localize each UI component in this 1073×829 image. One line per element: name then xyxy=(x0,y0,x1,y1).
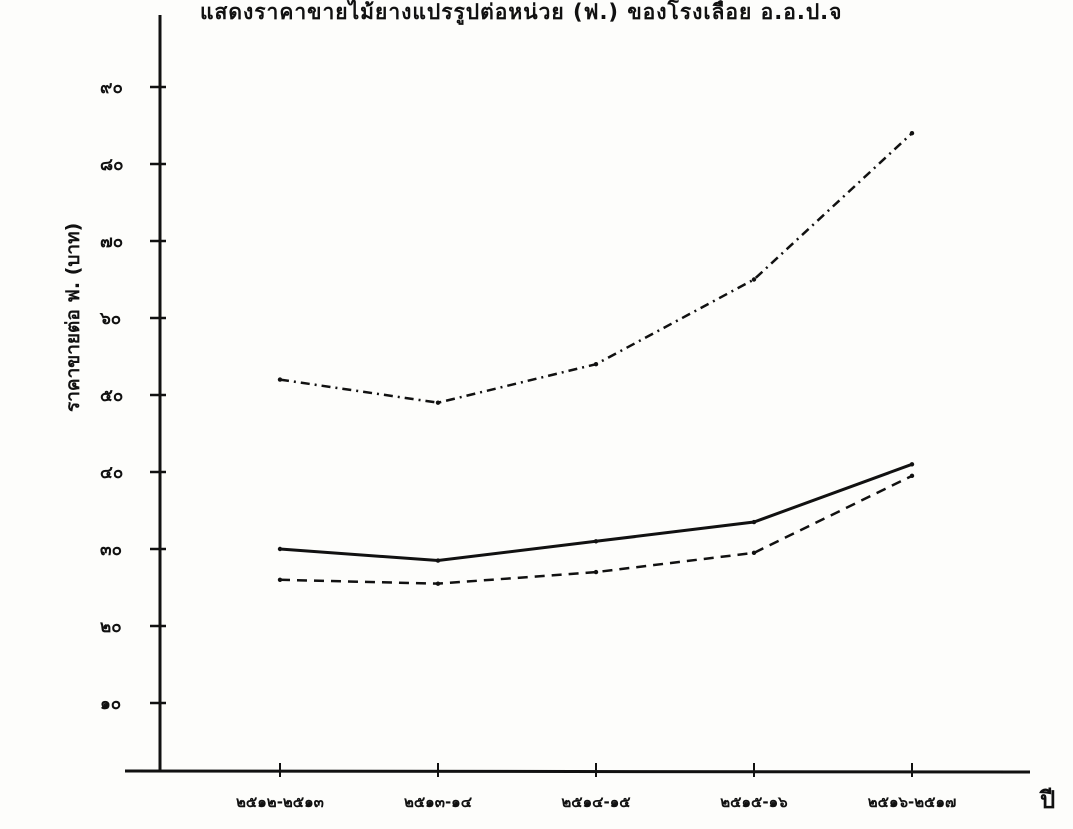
series-line-solid xyxy=(279,462,913,563)
data-point xyxy=(909,131,915,136)
data-point xyxy=(909,462,915,467)
series-layer xyxy=(277,131,915,586)
y-tick-label: ๔๐ xyxy=(100,463,123,483)
x-tick-label: ๒๕๑๕-๑๖ xyxy=(720,793,788,811)
x-tick-label: ๒๕๑๓-๑๔ xyxy=(404,793,473,811)
data-point xyxy=(751,277,757,282)
data-point xyxy=(593,539,599,544)
y-tick-label: ๑๐ xyxy=(100,694,121,714)
data-point xyxy=(909,473,915,479)
y-tick-label: ๖๐ xyxy=(99,309,121,329)
y-tick-label: ๘๐ xyxy=(100,155,124,175)
x-axis-label: ปี xyxy=(1040,786,1056,814)
data-point xyxy=(435,400,441,405)
y-tick-label: ๙๐ xyxy=(100,78,123,98)
x-ticks: ๒๕๑๒-๒๕๑๓ ๒๕๑๓-๑๔ ๒๕๑๔-๑๕ ๒๕๑๕-๑๖ ๒๕๑๖-๒๕๑๗ xyxy=(236,763,956,811)
data-point xyxy=(593,362,599,367)
data-point xyxy=(277,546,283,552)
data-point xyxy=(593,569,599,575)
x-axis-line xyxy=(124,769,1031,774)
data-point xyxy=(435,558,441,563)
data-point xyxy=(751,519,757,525)
x-tick-label: ๒๕๑๖-๒๕๑๗ xyxy=(868,793,957,811)
y-tick-label: ๓๐ xyxy=(100,540,122,560)
y-tick-label: ๒๐ xyxy=(100,617,122,637)
data-point xyxy=(751,550,757,556)
y-tick-label: ๕๐ xyxy=(100,386,123,406)
x-tick-label: ๒๕๑๒-๒๕๑๓ xyxy=(236,793,324,811)
series-line-dashed xyxy=(279,474,913,585)
data-point xyxy=(435,581,441,586)
data-point xyxy=(277,377,283,382)
data-point xyxy=(277,577,283,582)
x-tick-label: ๒๕๑๔-๑๕ xyxy=(561,793,631,811)
y-tick-label: ๗๐ xyxy=(100,232,123,252)
y-ticks: ๑๐ ๒๐ ๓๐ ๔๐ ๕๐ ๖๐ ๗๐ ๘๐ ๙๐ xyxy=(99,78,166,714)
chart-title: แสดงราคาขายไม้ยางแปรรูปต่อหน่วย (ฟ.) ของ… xyxy=(200,0,843,24)
